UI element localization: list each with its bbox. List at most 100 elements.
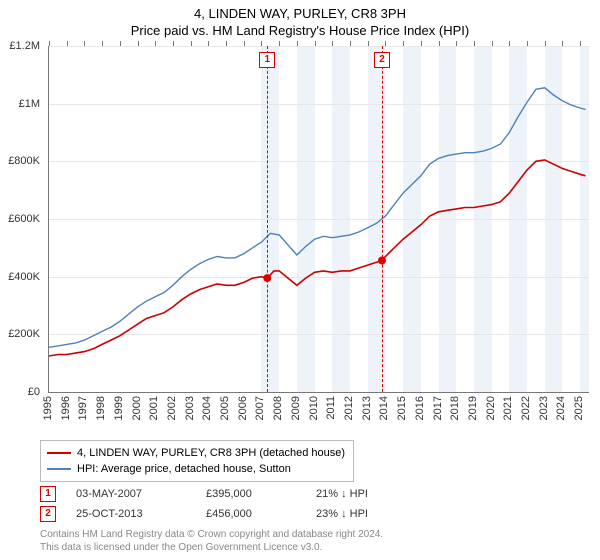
x-tick <box>67 41 68 46</box>
x-tick-label: 2023 <box>538 396 550 420</box>
x-tick <box>509 41 510 46</box>
x-tick-label: 2004 <box>201 396 213 420</box>
x-tick-label: 2003 <box>184 396 196 420</box>
x-tick-label: 2012 <box>343 396 355 420</box>
series-property <box>49 160 586 356</box>
x-tick-label: 2020 <box>485 396 497 420</box>
x-tick-label: 1997 <box>77 396 89 420</box>
y-tick-label: £1M <box>19 98 40 110</box>
sale-badge: 2 <box>40 506 56 522</box>
x-tick-label: 1998 <box>95 396 107 420</box>
sale-row: 2 25-OCT-2013 £456,000 23% ↓ HPI <box>40 504 426 524</box>
x-tick <box>208 41 209 46</box>
sale-price: £395,000 <box>206 488 296 500</box>
x-tick <box>385 41 386 46</box>
x-tick <box>580 41 581 46</box>
x-tick-label: 2010 <box>308 396 320 420</box>
x-tick-label: 2009 <box>290 396 302 420</box>
x-tick-label: 2014 <box>378 396 390 420</box>
x-tick <box>492 41 493 46</box>
legend-item: HPI: Average price, detached house, Sutt… <box>47 461 345 477</box>
y-tick-label: £0 <box>28 386 40 398</box>
x-tick <box>439 41 440 46</box>
event-marker-badge: 1 <box>259 52 275 68</box>
y-tick-label: £200K <box>8 328 40 340</box>
event-marker-line <box>267 46 268 392</box>
sale-badge: 1 <box>40 486 56 502</box>
x-tick-label: 2011 <box>325 396 337 420</box>
sale-vs-hpi: 23% ↓ HPI <box>316 508 426 520</box>
y-tick-label: £800K <box>8 155 40 167</box>
x-tick <box>297 41 298 46</box>
sales-table: 1 03-MAY-2007 £395,000 21% ↓ HPI 2 25-OCT-201… <box>40 484 426 524</box>
footer-attribution: Contains HM Land Registry data © Crown c… <box>40 528 383 554</box>
event-marker-badge: 2 <box>374 52 390 68</box>
x-tick-label: 2016 <box>414 396 426 420</box>
x-tick <box>279 41 280 46</box>
legend-item: 4, LINDEN WAY, PURLEY, CR8 3PH (detached… <box>47 445 345 461</box>
page-subtitle: Price paid vs. HM Land Registry's House … <box>0 21 600 38</box>
y-tick-label: £400K <box>8 271 40 283</box>
x-tick-label: 2025 <box>573 396 585 420</box>
x-tick <box>562 41 563 46</box>
x-tick <box>261 41 262 46</box>
x-tick-label: 2005 <box>219 396 231 420</box>
line-series-svg <box>49 46 589 392</box>
x-tick-label: 2001 <box>148 396 160 420</box>
sale-row: 1 03-MAY-2007 £395,000 21% ↓ HPI <box>40 484 426 504</box>
x-tick <box>403 41 404 46</box>
x-tick <box>173 41 174 46</box>
x-tick-label: 2015 <box>396 396 408 420</box>
chart-container: 4, LINDEN WAY, PURLEY, CR8 3PH Price pai… <box>0 0 600 560</box>
x-tick-label: 2021 <box>502 396 514 420</box>
x-tick <box>49 41 50 46</box>
x-tick-label: 2007 <box>254 396 266 420</box>
x-tick <box>138 41 139 46</box>
x-tick <box>226 41 227 46</box>
event-marker-line <box>382 46 383 392</box>
x-tick-label: 2013 <box>361 396 373 420</box>
legend-box: 4, LINDEN WAY, PURLEY, CR8 3PH (detached… <box>40 440 354 482</box>
sale-date: 25-OCT-2013 <box>76 508 186 520</box>
y-tick-label: £600K <box>8 213 40 225</box>
x-tick-label: 2002 <box>166 396 178 420</box>
x-tick-label: 2006 <box>237 396 249 420</box>
page-title: 4, LINDEN WAY, PURLEY, CR8 3PH <box>0 0 600 21</box>
x-tick-label: 2008 <box>272 396 284 420</box>
x-tick <box>421 41 422 46</box>
y-axis-labels: £0£200K£400K£600K£800K£1M£1.2M <box>0 46 44 392</box>
x-tick <box>332 41 333 46</box>
x-tick <box>350 41 351 46</box>
legend-swatch <box>47 452 71 454</box>
x-tick <box>84 41 85 46</box>
sale-vs-hpi: 21% ↓ HPI <box>316 488 426 500</box>
x-tick-label: 2022 <box>520 396 532 420</box>
x-tick <box>244 41 245 46</box>
x-tick-label: 1996 <box>60 396 72 420</box>
x-tick <box>368 41 369 46</box>
x-tick-label: 1999 <box>113 396 125 420</box>
sale-price: £456,000 <box>206 508 296 520</box>
legend-label: HPI: Average price, detached house, Sutt… <box>77 461 291 477</box>
x-tick <box>474 41 475 46</box>
x-tick <box>102 41 103 46</box>
series-hpi <box>49 88 586 348</box>
x-tick-label: 2024 <box>555 396 567 420</box>
x-tick-label: 2017 <box>432 396 444 420</box>
y-tick-label: £1.2M <box>9 40 40 52</box>
x-tick-label: 2000 <box>131 396 143 420</box>
footer-line2: This data is licensed under the Open Gov… <box>40 541 383 554</box>
x-tick <box>545 41 546 46</box>
x-tick <box>456 41 457 46</box>
x-tick <box>527 41 528 46</box>
plot-area: 12 <box>48 46 589 393</box>
x-tick-label: 2018 <box>449 396 461 420</box>
x-tick-label: 1995 <box>42 396 54 420</box>
legend-label: 4, LINDEN WAY, PURLEY, CR8 3PH (detached… <box>77 445 345 461</box>
x-tick <box>155 41 156 46</box>
x-tick-label: 2019 <box>467 396 479 420</box>
legend-swatch <box>47 468 71 470</box>
footer-line1: Contains HM Land Registry data © Crown c… <box>40 528 383 541</box>
x-tick <box>191 41 192 46</box>
sale-date: 03-MAY-2007 <box>76 488 186 500</box>
